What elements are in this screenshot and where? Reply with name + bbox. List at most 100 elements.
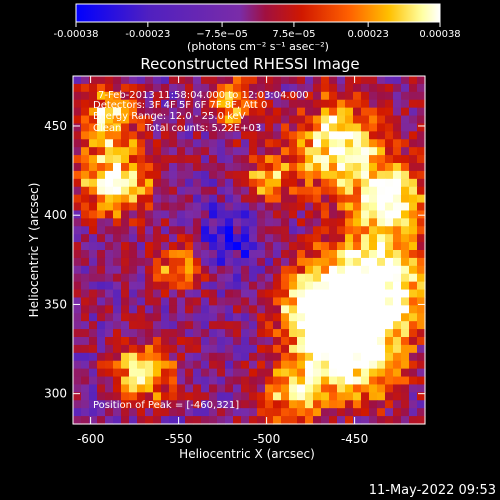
heatmap-cell [137, 289, 146, 299]
heatmap-cell [105, 289, 114, 299]
heatmap-cell [289, 131, 298, 140]
heatmap-cell [353, 131, 362, 140]
heatmap-cell [97, 155, 106, 164]
colorbar: -0.00038 -0.00023 −7.5e−05 7.5e−05 0.00023 0.… [54, 3, 461, 53]
heatmap-cell [233, 194, 242, 204]
heatmap-cell [265, 273, 274, 283]
heatmap-cell [329, 337, 338, 346]
heatmap-cell [297, 337, 306, 346]
heatmap-cell [281, 273, 290, 283]
heatmap-cell [409, 360, 418, 370]
heatmap-cell [249, 218, 258, 227]
heatmap-cell [305, 321, 314, 330]
heatmap-cell [257, 210, 266, 219]
heatmap-cell [97, 273, 106, 283]
heatmap-cell [345, 210, 354, 219]
heatmap-cell [265, 107, 274, 117]
heatmap-cell [153, 99, 162, 109]
heatmap-cell [257, 376, 266, 386]
heatmap-cell [329, 408, 338, 417]
heatmap-cell [185, 226, 194, 235]
heatmap-cell [337, 368, 346, 378]
heatmap-cell [81, 313, 90, 322]
heatmap-cell [329, 99, 338, 109]
heatmap-cell [297, 194, 306, 204]
heatmap-cell [145, 186, 154, 196]
heatmap-cell [385, 234, 394, 243]
heatmap-cell [337, 257, 346, 267]
heatmap-cell [361, 186, 370, 196]
heatmap-cell [281, 329, 290, 338]
heatmap-cell [89, 139, 98, 148]
heatmap-cell [393, 344, 402, 354]
heatmap-cell [225, 352, 234, 362]
heatmap-cell [81, 281, 90, 291]
heatmap-cell [137, 210, 146, 219]
heatmap-cell [345, 234, 354, 243]
heatmap-cell [217, 131, 226, 140]
heatmap-cell [193, 352, 202, 362]
heatmap-cell [161, 178, 170, 188]
heatmap-cell [377, 170, 386, 180]
heatmap-cell [161, 139, 170, 148]
heatmap-cell [113, 131, 122, 140]
heatmap-cell [233, 352, 242, 362]
heatmap-cell [321, 384, 330, 393]
heatmap-cell [273, 250, 282, 259]
heatmap-cell [257, 218, 266, 227]
heatmap-cell [193, 400, 202, 409]
heatmap-cell [297, 91, 306, 101]
heatmap-cell [377, 352, 386, 362]
heatmap-cell [105, 313, 114, 322]
heatmap-cell [337, 178, 346, 188]
heatmap-cell [185, 368, 194, 378]
heatmap-cell [81, 297, 90, 306]
heatmap-cell [145, 170, 154, 180]
heatmap-cell [193, 368, 202, 378]
heatmap-cell [345, 408, 354, 417]
heatmap-cell [145, 368, 154, 378]
heatmap-cell [281, 352, 290, 362]
heatmap-cell [297, 250, 306, 259]
heatmap-cell [113, 376, 122, 386]
heatmap-cell [121, 416, 130, 425]
heatmap-cell [369, 131, 378, 140]
heatmap-cell [297, 163, 306, 172]
heatmap-cell [297, 329, 306, 338]
heatmap-cell [281, 170, 290, 180]
heatmap-cell [289, 170, 298, 180]
heatmap-cell [369, 147, 378, 156]
heatmap-cell [281, 337, 290, 346]
heatmap-cell [161, 297, 170, 306]
heatmap-cell [97, 218, 106, 227]
heatmap-cell [417, 170, 426, 180]
heatmap-cell [241, 186, 250, 196]
heatmap-cell [377, 242, 386, 251]
heatmap-cell [297, 384, 306, 393]
heatmap-cell [97, 289, 106, 299]
heatmap-cell [89, 265, 98, 275]
heatmap-cell [409, 178, 418, 188]
heatmap-cell [281, 178, 290, 188]
heatmap-cell [97, 226, 106, 235]
heatmap-cell [97, 83, 106, 93]
heatmap-cell [113, 226, 122, 235]
heatmap-cell [369, 178, 378, 188]
heatmap-cell [385, 107, 394, 117]
y-tick-label: 300 [44, 387, 67, 401]
heatmap-cell [233, 170, 242, 180]
heatmap-cell [97, 337, 106, 346]
heatmap-cell [241, 234, 250, 243]
heatmap-cell [361, 234, 370, 243]
heatmap-cell [273, 210, 282, 219]
heatmap-cell [121, 155, 130, 164]
heatmap-cell [241, 337, 250, 346]
heatmap-cell [185, 242, 194, 251]
heatmap-cell [305, 250, 314, 259]
heatmap-cell [161, 289, 170, 299]
heatmap-cell [153, 368, 162, 378]
heatmap-cell [161, 91, 170, 101]
heatmap-cell [241, 400, 250, 409]
heatmap-cell [225, 273, 234, 283]
heatmap-cell [401, 273, 410, 283]
